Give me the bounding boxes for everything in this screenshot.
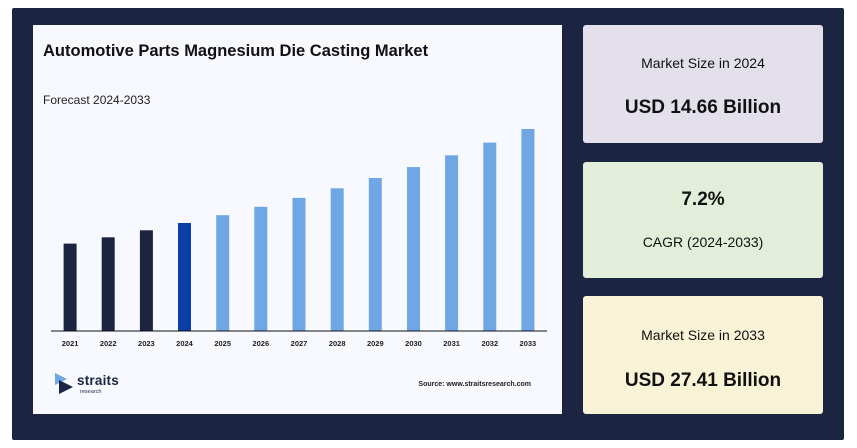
x-tick-label: 2023: [138, 339, 155, 348]
bar-2030: [407, 167, 420, 331]
chart-card: Automotive Parts Magnesium Die Casting M…: [33, 25, 562, 414]
stat-value: USD 27.41 Billion: [624, 370, 782, 391]
stat-card-size-2024: Market Size in 2024 USD 14.66 Billion: [583, 25, 823, 143]
logo-arrow-icon: [55, 373, 73, 394]
stat-value: USD 14.66 Billion: [624, 97, 782, 118]
x-tick-label: 2024: [176, 339, 194, 348]
x-tick-label: 2027: [291, 339, 308, 348]
stat-label: Market Size in 2024: [641, 55, 765, 71]
chart-subtitle: Forecast 2024-2033: [43, 93, 151, 107]
chart-title: Automotive Parts Magnesium Die Casting M…: [43, 42, 429, 60]
source-note: Source: www.straitsresearch.com: [418, 381, 531, 388]
x-tick-label: 2033: [520, 339, 537, 348]
stat-card-size-2033: Market Size in 2033 USD 27.41 Billion: [583, 296, 823, 414]
logo-text: straits: [77, 373, 119, 388]
stat-card-cagr: 7.2% CAGR (2024-2033): [583, 162, 823, 278]
bar-2021: [63, 243, 77, 331]
x-tick-label: 2021: [62, 339, 79, 348]
bar-2022: [101, 237, 115, 331]
bar-2024: [178, 223, 191, 331]
x-tick-label: 2031: [443, 339, 460, 348]
bar-2023: [139, 230, 153, 331]
x-tick-label: 2030: [405, 339, 422, 348]
x-tick-label: 2025: [214, 339, 231, 348]
bar-2028: [330, 188, 344, 331]
stat-label: Market Size in 2033: [641, 327, 765, 343]
bar-2033: [521, 129, 535, 331]
logo-subtext: research: [80, 389, 102, 395]
bar-2029: [368, 178, 382, 331]
straits-logo: straits research: [53, 371, 143, 401]
bar-2026: [254, 206, 268, 331]
bar-2031: [445, 155, 459, 331]
x-tick-label: 2022: [100, 339, 117, 348]
stat-value: 7.2%: [681, 189, 725, 210]
bar-chart: 2021 2022 2023 2024 2025 2026 2027 2028 2029 2030…: [51, 129, 547, 348]
x-tick-label: 2029: [367, 339, 384, 348]
stat-label: CAGR (2024-2033): [642, 234, 764, 250]
bar-2032: [483, 142, 497, 331]
x-tick-label: 2026: [252, 339, 269, 348]
x-tick-label: 2032: [481, 339, 498, 348]
bar-2027: [292, 197, 306, 331]
bar-2025: [216, 215, 230, 331]
x-tick-label: 2028: [329, 339, 346, 348]
